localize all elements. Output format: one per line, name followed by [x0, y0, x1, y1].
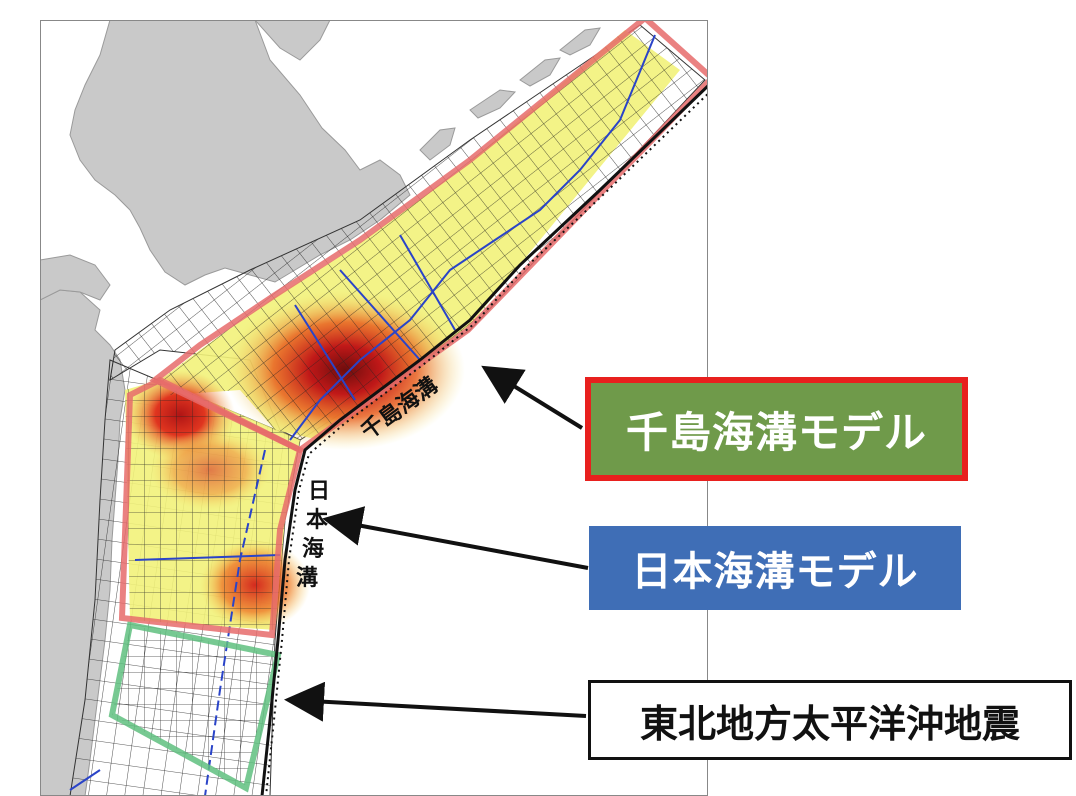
- arrow-kuril: [481, 365, 584, 430]
- sakhalin-tip: [254, 20, 331, 61]
- japan-trench-label-1: 日: [308, 479, 330, 504]
- kuril-islands: [419, 27, 601, 161]
- arrow-tohoku: [284, 681, 587, 722]
- kuril-model-outline: [149, 20, 708, 454]
- tohoku-earthquake-label: 東北地方太平洋沖地震: [588, 680, 1072, 760]
- arrow-japan: [322, 506, 589, 570]
- trench-line: [260, 83, 708, 796]
- japan-model-outline: [118, 376, 304, 639]
- tohoku-grid: [112, 625, 275, 785]
- oshima-peninsula: [40, 254, 111, 301]
- japan-model-label: 日本海溝モデル: [589, 526, 961, 610]
- trench-teeth: [265, 92, 708, 796]
- japan-fine-grid: [125, 380, 300, 630]
- japan-trench-label-4: 溝: [296, 565, 318, 591]
- map: 千島海溝 日 本 海 溝: [40, 20, 708, 796]
- japan-trench-label-3: 海: [302, 536, 324, 562]
- segment-lines: [69, 34, 656, 796]
- kuril-fine-grid: [160, 30, 680, 440]
- kuril-model-label: 千島海溝モデル: [585, 377, 968, 481]
- tohoku-eq-outline: [108, 621, 282, 793]
